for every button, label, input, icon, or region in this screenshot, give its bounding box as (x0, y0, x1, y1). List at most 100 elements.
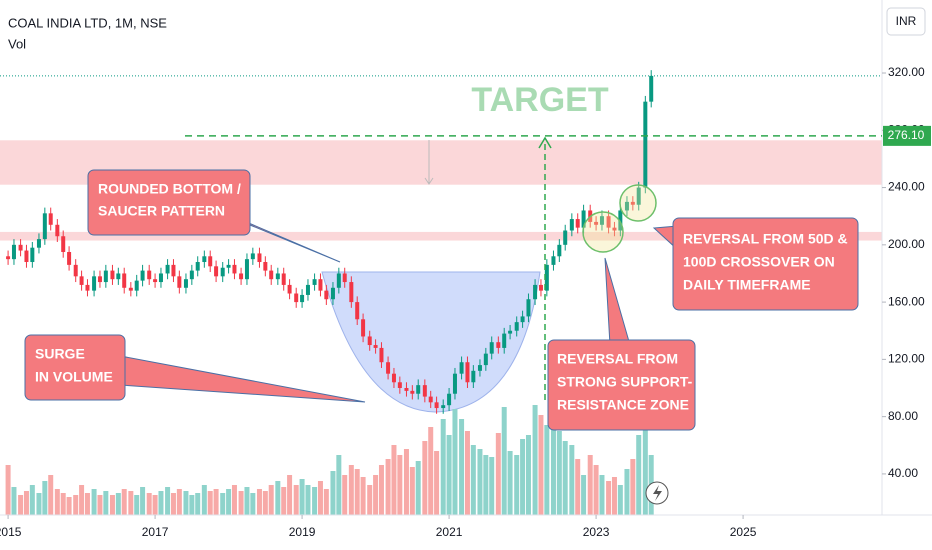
callout-text: REVERSAL FROM (557, 351, 678, 367)
volume-bar (587, 455, 593, 515)
target-text: TARGET (471, 81, 608, 119)
candle-body (300, 294, 305, 303)
volume-bar (268, 485, 274, 515)
volume-bar (599, 475, 605, 515)
saucer-shape (321, 271, 541, 413)
volume-bar (73, 495, 79, 515)
volume-bar (360, 477, 366, 515)
arrow-head (424, 177, 434, 185)
volume-bar (103, 491, 109, 515)
candle-body (214, 266, 219, 277)
volume-bar (207, 491, 213, 515)
volume-bar (556, 431, 562, 515)
volume-bar (305, 485, 311, 515)
volume-bar (593, 465, 599, 515)
y-tick-label: 240.00 (888, 180, 925, 194)
candle-body (147, 270, 152, 280)
volume-bar (317, 481, 323, 515)
candle-body (612, 227, 617, 231)
candle-body (257, 253, 262, 263)
candle-body (97, 276, 102, 283)
candle-body (526, 299, 531, 317)
volume-bar (483, 455, 489, 515)
volume-bar (146, 493, 152, 515)
currency: INR (896, 14, 917, 28)
candle-body (92, 276, 97, 291)
candle-body (294, 293, 299, 303)
candle-body (520, 316, 525, 323)
x-tick-label: 2017 (142, 525, 169, 539)
volume-bar (97, 495, 103, 515)
volume-bar (446, 435, 452, 515)
candle-body (263, 262, 268, 271)
y-tick-label: 160.00 (888, 294, 925, 308)
candle-body (581, 210, 586, 228)
candle-body (11, 244, 16, 260)
candle-body (24, 250, 29, 263)
y-tick-label: 320.00 (888, 65, 925, 79)
candle-body (434, 402, 439, 409)
volume-bar (84, 493, 90, 515)
candle-body (275, 273, 280, 280)
callout-text: SURGE (35, 346, 85, 362)
candle-body (361, 319, 366, 337)
candle-body (269, 270, 274, 280)
candle-body (465, 362, 470, 383)
candle-body (305, 284, 310, 295)
candle-body (330, 287, 335, 300)
target-price-label: 276.10 (888, 128, 925, 142)
candle-body (171, 264, 176, 277)
volume-bar (440, 419, 446, 515)
candle-body (624, 201, 629, 211)
volume-bar (636, 435, 642, 515)
volume-bar (409, 467, 415, 515)
currency-button[interactable] (886, 7, 926, 36)
volume-bar (36, 493, 42, 515)
candle-body (397, 382, 402, 389)
volume-bar (5, 465, 11, 515)
candle-body (324, 290, 329, 300)
candle-body (153, 279, 158, 283)
callout-text: SAUCER PATTERN (98, 203, 225, 219)
candle-body (232, 264, 237, 274)
volume-bar (48, 475, 54, 515)
volume-bar (459, 419, 465, 515)
candle-body (428, 396, 433, 403)
candle-body (569, 219, 574, 231)
candle-body (355, 302, 360, 320)
candle-body (55, 224, 60, 237)
volume-bar (367, 485, 373, 515)
y-tick-label: 80.00 (888, 409, 918, 423)
candle-body (336, 273, 341, 288)
volume-bar (507, 451, 513, 515)
x-tick-label: 2023 (583, 525, 610, 539)
candle-body (557, 244, 562, 257)
candle-body (508, 330, 513, 334)
volume-bar (109, 495, 115, 515)
volume-bar (189, 495, 195, 515)
volume-bar (79, 485, 85, 515)
event-icon-bolt (653, 485, 662, 501)
candle-body (281, 273, 286, 285)
volume-bar (226, 489, 232, 515)
candle-body (410, 390, 415, 394)
candle-body (122, 273, 127, 288)
candle-body (73, 264, 78, 277)
callout-text: RESISTANCE ZONE (557, 397, 689, 413)
candle-body (116, 273, 121, 280)
volume-bar (201, 485, 207, 515)
volume-bar (501, 407, 507, 515)
volume-bar (220, 493, 226, 515)
candle-body (643, 101, 648, 188)
volume-bar (23, 491, 29, 515)
candle-body (79, 276, 84, 285)
candle-body (250, 253, 255, 260)
volume-bar (183, 491, 189, 515)
candle-body (140, 270, 145, 281)
volume-bar (562, 441, 568, 515)
volume-bar (642, 425, 648, 515)
volume-bar (231, 485, 237, 515)
candle-body (563, 230, 568, 245)
candle-body (318, 279, 323, 291)
volume-bar (176, 489, 182, 515)
